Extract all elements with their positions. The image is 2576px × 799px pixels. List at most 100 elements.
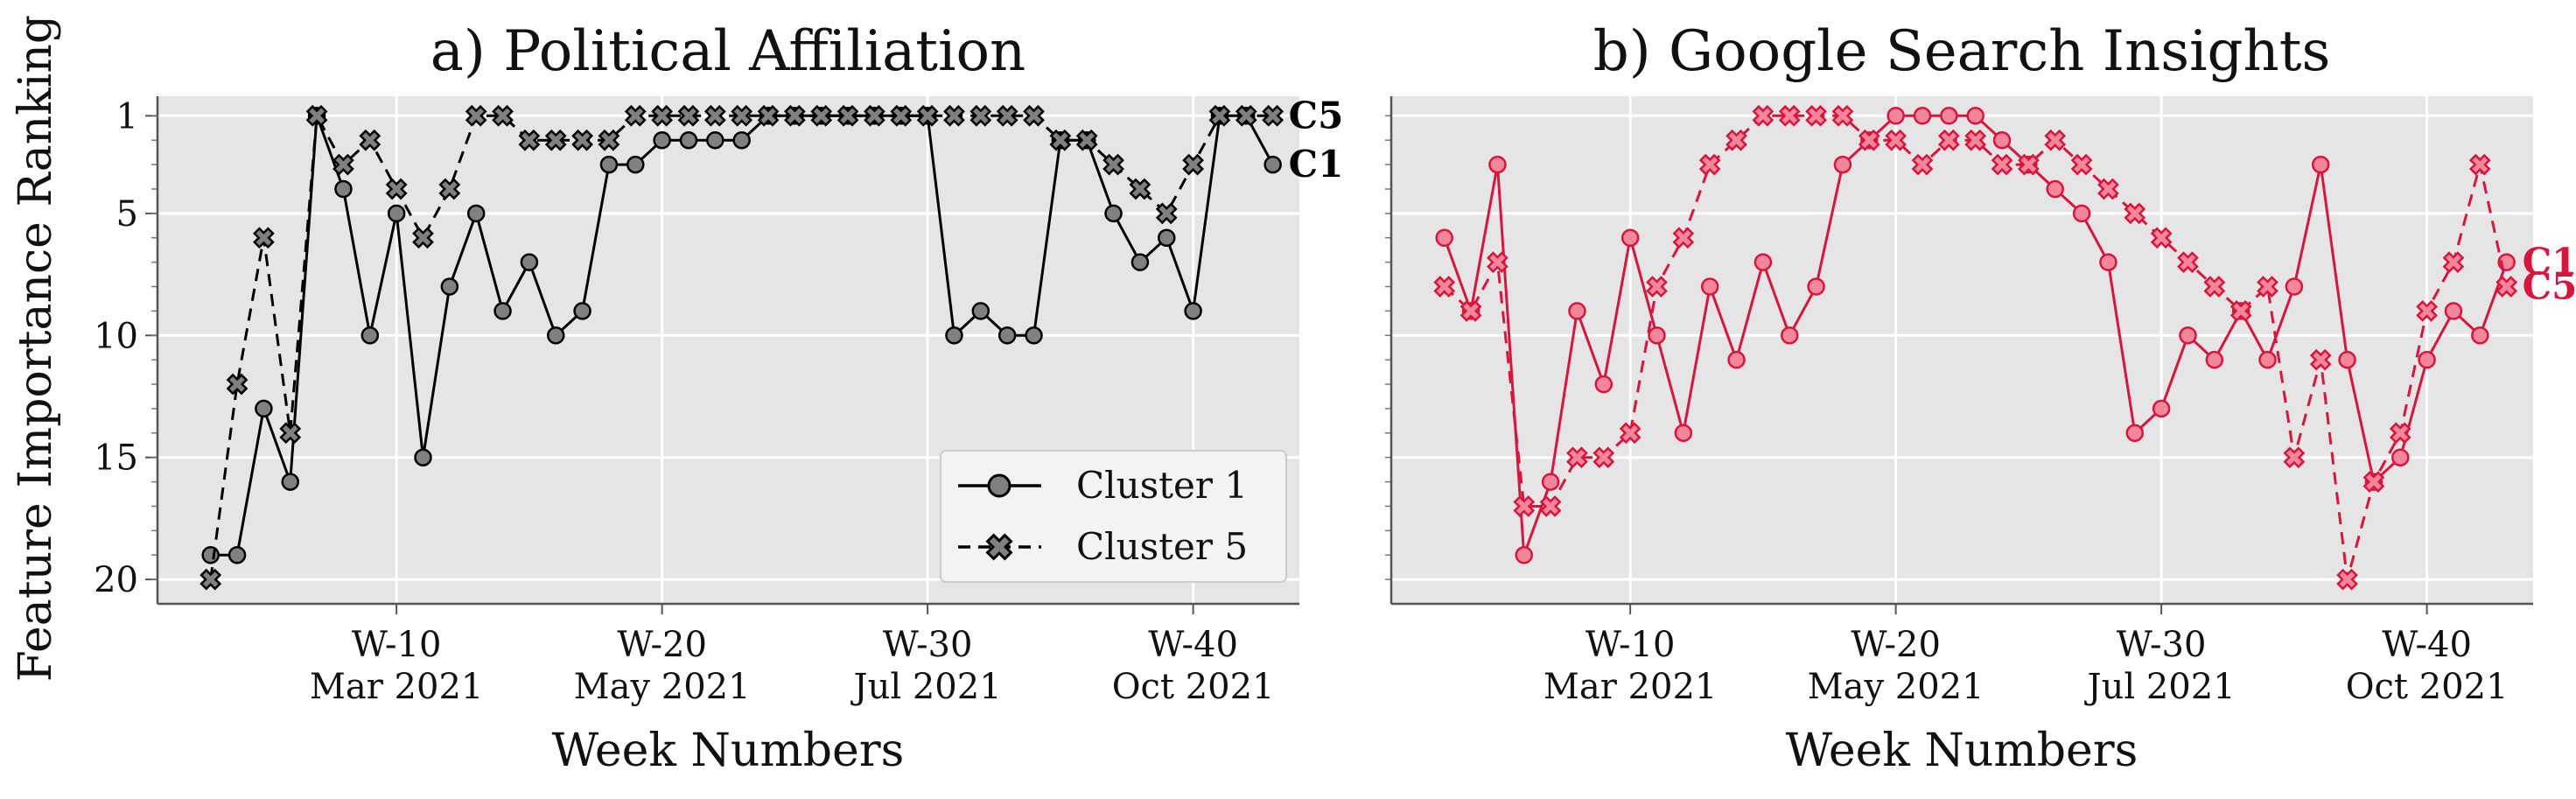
x-tick-label-month: May 2021 xyxy=(574,667,751,707)
end-label-c5: C5 xyxy=(1289,94,1344,137)
panel-b-xlabel: Week Numbers xyxy=(1786,725,2138,777)
data-point xyxy=(2044,129,2067,151)
data-point xyxy=(996,104,1018,127)
data-point xyxy=(783,104,806,127)
data-point xyxy=(1541,473,1560,491)
data-point xyxy=(2418,350,2436,369)
x-tick-label-month: May 2021 xyxy=(1808,667,1984,707)
data-point xyxy=(1940,107,1958,125)
data-point xyxy=(731,104,753,127)
data-point xyxy=(810,104,833,127)
data-point xyxy=(1964,129,1987,151)
data-point xyxy=(1885,129,1908,151)
data-point xyxy=(890,104,913,127)
data-point xyxy=(438,178,461,200)
data-point xyxy=(387,204,406,223)
data-point xyxy=(2362,471,2385,493)
data-point xyxy=(518,129,541,151)
data-point xyxy=(1235,104,1257,127)
x-tick-label-week: W-30 xyxy=(2117,625,2207,665)
data-point xyxy=(334,179,353,199)
x-tick-label-week: W-10 xyxy=(352,625,442,665)
data-point xyxy=(2391,448,2410,466)
y-tick-label: 1 xyxy=(116,96,138,137)
data-point xyxy=(492,104,514,127)
data-point xyxy=(1648,326,1666,345)
panel-a-series xyxy=(200,104,1284,591)
panel-b-title: b) Google Search Insights xyxy=(1593,19,2331,84)
x-tick-label-week: W-10 xyxy=(1586,625,1676,665)
data-point xyxy=(2150,227,2173,249)
x-tick-label-month: Oct 2021 xyxy=(1112,667,1275,707)
data-point xyxy=(1049,129,1072,151)
data-point xyxy=(2309,348,2332,371)
x-tick-label-month: Jul 2021 xyxy=(850,667,1002,707)
data-point xyxy=(1104,204,1123,223)
data-point xyxy=(201,545,220,564)
data-point xyxy=(971,302,990,320)
data-point xyxy=(864,104,886,127)
x-tick-label-week: W-30 xyxy=(883,625,973,665)
data-point xyxy=(1752,104,1774,127)
data-point xyxy=(1807,277,1825,296)
data-point xyxy=(1566,446,1588,469)
data-point xyxy=(945,326,963,345)
legend-box xyxy=(940,450,1287,583)
legend-marker xyxy=(985,533,1013,561)
data-point xyxy=(1592,446,1615,469)
data-point xyxy=(2416,300,2438,322)
data-point xyxy=(2444,302,2463,320)
data-point xyxy=(598,129,620,151)
data-point xyxy=(253,227,275,249)
panel-b-background xyxy=(1391,96,2533,604)
x-tick-label-month: Jul 2021 xyxy=(2084,667,2236,707)
data-point xyxy=(544,129,567,151)
legend: Cluster 1 Cluster 5 xyxy=(940,450,1287,583)
data-point xyxy=(2468,153,2491,176)
data-point xyxy=(706,130,724,150)
data-point xyxy=(1023,104,1045,127)
data-point xyxy=(281,473,299,491)
data-point xyxy=(2336,568,2358,591)
data-point xyxy=(226,373,248,396)
data-point xyxy=(1129,178,1152,200)
x-tick-label-week: W-20 xyxy=(617,625,707,665)
legend-label: Cluster 5 xyxy=(1076,525,1248,568)
data-point xyxy=(2177,251,2199,273)
panel-a-title: a) Political Affiliation xyxy=(430,19,1026,84)
data-point xyxy=(1700,277,1719,296)
data-point xyxy=(2338,350,2356,369)
data-point xyxy=(2070,153,2093,176)
data-point xyxy=(279,422,302,445)
data-point xyxy=(1594,375,1614,394)
data-point xyxy=(2124,202,2146,225)
data-point xyxy=(2046,179,2064,199)
x-tick-label-week: W-20 xyxy=(1851,625,1941,665)
data-point xyxy=(1726,129,1747,151)
data-point xyxy=(1992,130,2012,150)
data-point xyxy=(571,129,593,151)
x-tick-label-week: W-40 xyxy=(2382,625,2472,665)
data-point xyxy=(1155,202,1178,225)
data-point xyxy=(200,568,222,591)
data-point xyxy=(704,104,726,127)
data-point xyxy=(2072,204,2091,223)
data-point xyxy=(943,104,965,127)
data-point xyxy=(1913,107,1932,125)
data-point xyxy=(1568,302,1586,320)
data-point xyxy=(679,130,698,150)
end-label-c1: C1 xyxy=(2523,241,2576,284)
data-point xyxy=(2017,153,2040,176)
data-point xyxy=(1539,495,1562,517)
series-line-c5 xyxy=(209,111,1273,580)
figure-ylabel: Feature Importance Ranking xyxy=(10,15,62,682)
data-point xyxy=(440,277,459,296)
y-tick-label: 15 xyxy=(94,438,138,479)
data-point xyxy=(1831,104,1854,127)
data-point xyxy=(2205,350,2224,369)
panel-a-xlabel: Week Numbers xyxy=(552,725,905,777)
